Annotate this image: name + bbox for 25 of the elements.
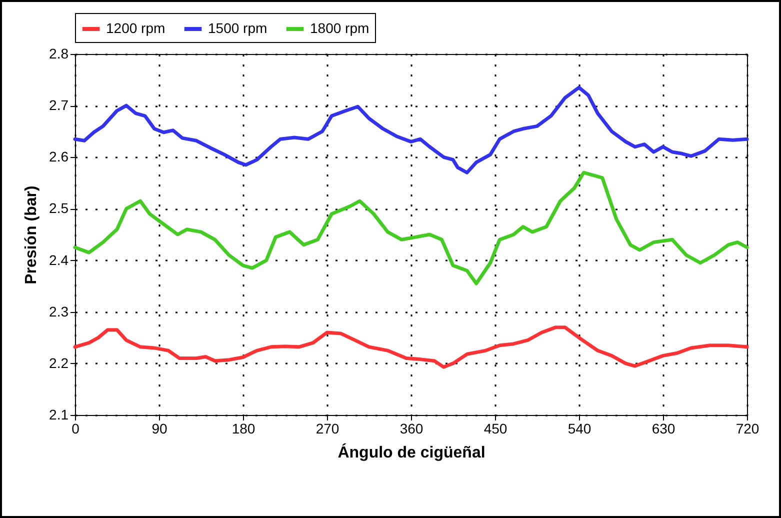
x-tick-label: 540 [568, 420, 592, 436]
x-tick-label: 0 [72, 420, 80, 436]
line-series [73, 170, 749, 286]
x-axis-title: Ángulo de cigüeñal [338, 442, 486, 462]
y-tick-label: 2.7 [49, 97, 69, 114]
y-tick-label: 2.8 [49, 46, 69, 62]
line-series [73, 86, 749, 174]
y-tick-label: 2.1 [49, 406, 69, 422]
x-tick-label: 180 [232, 420, 256, 436]
x-tick-label: 630 [652, 420, 676, 436]
legend-label: 1500 rpm [208, 20, 268, 36]
x-tick-label: 90 [152, 420, 168, 436]
legend-label: 1800 rpm [310, 20, 370, 36]
line-series [73, 326, 749, 369]
x-tick-label: 360 [400, 420, 424, 436]
x-tick-label: 450 [484, 420, 508, 436]
y-tick-label: 2.4 [49, 252, 69, 268]
x-tick-label: 270 [316, 420, 340, 436]
y-tick-label: 2.6 [49, 148, 69, 165]
y-axis-title: Presión (bar) [23, 186, 40, 284]
y-tick-label: 2.5 [49, 200, 69, 216]
y-tick-label: 2.3 [49, 303, 69, 320]
legend-label: 1200 rpm [106, 20, 166, 36]
y-tick-label: 2.2 [49, 354, 69, 371]
x-tick-label: 720 [736, 420, 760, 436]
